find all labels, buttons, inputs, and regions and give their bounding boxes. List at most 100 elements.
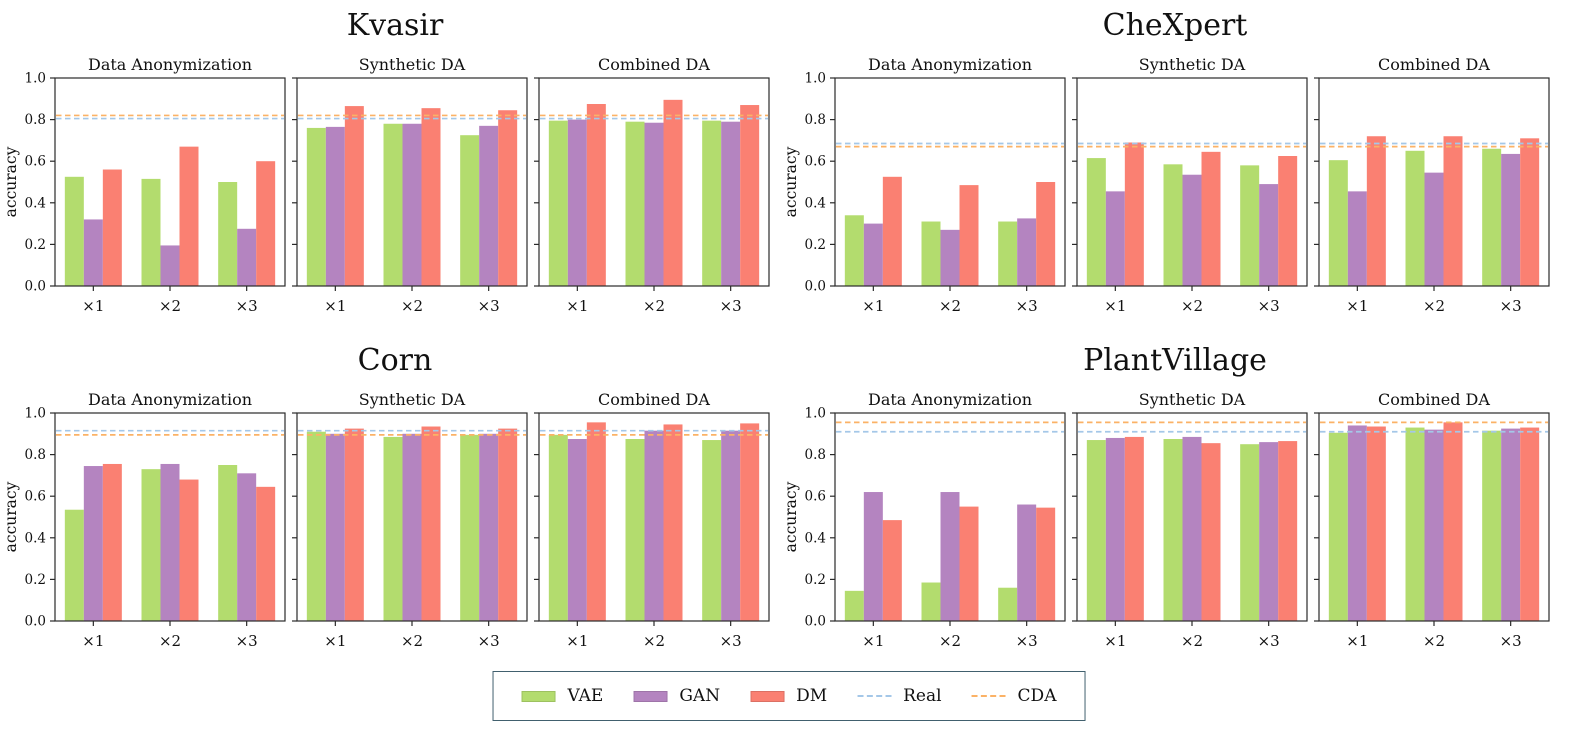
bar-vae <box>383 436 403 621</box>
bar-gan <box>402 123 422 286</box>
y-tick-label: 0.2 <box>805 237 826 253</box>
bar-vae <box>998 587 1018 621</box>
bar-gan <box>237 473 257 621</box>
bar-dm <box>586 422 606 621</box>
bar-gan <box>721 121 741 287</box>
y-tick-label: 1.0 <box>805 71 826 87</box>
x-tick-label: ×3 <box>478 297 500 315</box>
bar-vae <box>548 120 568 286</box>
y-tick-label: 0.4 <box>25 195 46 211</box>
bar-gan <box>567 119 587 286</box>
bar-vae <box>1405 150 1425 286</box>
bar-dm <box>1366 136 1386 286</box>
axes-box <box>54 412 286 622</box>
bar-vae <box>218 465 238 621</box>
bar-vae <box>306 431 326 621</box>
bar-dm <box>102 463 122 621</box>
panel-title: Synthetic DA <box>1139 390 1246 409</box>
legend-label-cda: CDA <box>1017 686 1057 706</box>
panel-title: Data Anonymization <box>88 55 252 74</box>
axes-box <box>834 412 1066 622</box>
bar-dm <box>256 161 276 286</box>
x-tick-label: ×1 <box>324 297 346 315</box>
bar-gan <box>940 492 960 621</box>
bar-dm <box>1443 136 1463 286</box>
y-tick-label: 0.2 <box>805 572 826 588</box>
bar-gan <box>1424 429 1444 621</box>
bar-dm <box>1278 441 1298 621</box>
x-tick-label: ×2 <box>159 297 181 315</box>
bar-gan <box>479 125 499 286</box>
bar-vae <box>702 120 722 286</box>
bar-vae <box>1328 432 1348 621</box>
y-tick-label: 0.4 <box>25 530 46 546</box>
bar-gan <box>160 245 180 286</box>
y-tick-label: 0.2 <box>25 237 46 253</box>
x-tick-label: ×2 <box>939 632 961 650</box>
x-tick-label: ×2 <box>1181 297 1203 315</box>
bar-gan <box>1259 442 1279 621</box>
bar-vae <box>460 135 480 286</box>
bar-dm <box>663 424 683 621</box>
legend-item-dm: DM <box>750 686 827 706</box>
bar-dm <box>1201 443 1221 621</box>
bar-vae <box>1086 158 1106 286</box>
bar-gan <box>644 430 664 621</box>
x-tick-label: ×1 <box>1346 297 1368 315</box>
vae-swatch-icon <box>521 690 556 702</box>
bar-dm <box>1520 427 1540 621</box>
panel-title: Synthetic DA <box>1139 55 1246 74</box>
bar-vae <box>1163 439 1183 621</box>
bar-dm <box>663 99 683 286</box>
bar-gan <box>479 433 499 621</box>
bar-vae <box>1482 148 1502 286</box>
bar-vae <box>1405 427 1425 621</box>
x-tick-label: ×3 <box>1500 632 1522 650</box>
x-tick-label: ×3 <box>1016 297 1038 315</box>
bar-vae <box>625 439 645 621</box>
axes-box <box>296 77 528 287</box>
bar-dm <box>1036 182 1056 286</box>
bar-gan <box>1017 218 1037 286</box>
legend-item-vae: VAE <box>521 686 603 706</box>
y-tick-label: 0.6 <box>805 489 826 505</box>
bar-dm <box>586 104 606 286</box>
y-tick-label: 0.8 <box>25 112 46 128</box>
legend-item-real: Real <box>857 686 942 706</box>
bar-vae <box>141 178 161 286</box>
y-tick-label: 1.0 <box>805 406 826 422</box>
y-tick-label: 1.0 <box>25 71 46 87</box>
bar-vae <box>64 509 84 621</box>
bar-gan <box>325 433 345 621</box>
bar-gan <box>721 430 741 621</box>
y-tick-label: 0.6 <box>805 154 826 170</box>
bar-dm <box>740 423 760 621</box>
group-title-corn: Corn <box>357 343 433 378</box>
x-tick-label: ×1 <box>566 632 588 650</box>
x-tick-label: ×3 <box>1500 297 1522 315</box>
y-tick-label: 0.4 <box>805 530 826 546</box>
cda-dash-icon <box>971 695 1006 697</box>
chart-group-plantvillage: Data Anonymization ×1 ×2 ×3 0.0 0.2 0.4 0.6 0.8 1… <box>782 390 1550 650</box>
bar-gan <box>1501 153 1521 286</box>
bar-dm <box>421 426 441 621</box>
bar-vae <box>218 182 238 286</box>
bar-dm <box>344 106 364 286</box>
bar-vae <box>998 221 1018 286</box>
bar-gan <box>1259 184 1279 286</box>
bar-gan <box>863 223 883 286</box>
x-tick-label: ×2 <box>1181 632 1203 650</box>
bar-gan <box>83 466 103 621</box>
panel-title: Synthetic DA <box>359 390 466 409</box>
axes-box <box>1076 77 1308 287</box>
legend-item-cda: CDA <box>971 686 1057 706</box>
bar-gan <box>1105 191 1125 286</box>
bar-dm <box>1124 142 1144 286</box>
legend-label-real: Real <box>903 686 942 706</box>
x-tick-label: ×2 <box>401 297 423 315</box>
bar-gan <box>237 228 257 286</box>
bar-gan <box>940 229 960 286</box>
bar-dm <box>179 146 199 286</box>
panel-title: Combined DA <box>598 390 710 409</box>
x-tick-label: ×1 <box>1104 297 1126 315</box>
